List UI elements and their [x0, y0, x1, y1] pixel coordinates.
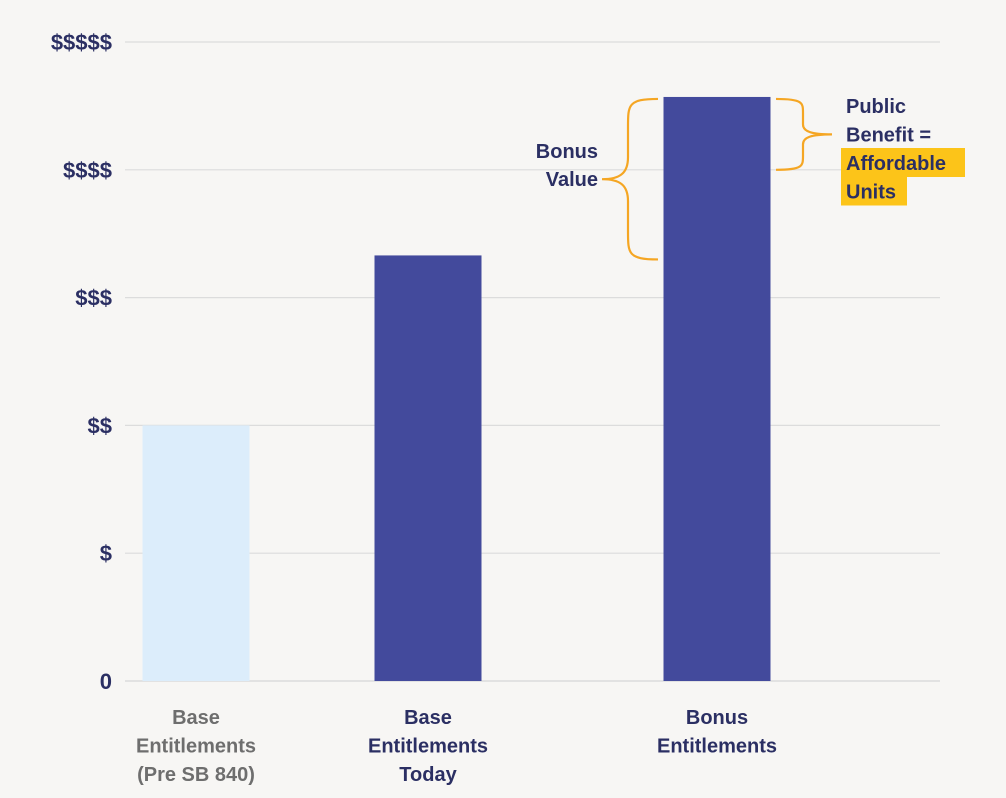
- public-benefit-label: Benefit =: [846, 125, 931, 147]
- bonus-value-brace: [601, 97, 659, 261]
- highlight-box: [841, 148, 965, 177]
- y-tick-label: $$: [88, 413, 112, 438]
- y-tick-label: $$$$$: [51, 30, 112, 55]
- y-tick-label: $$$: [75, 286, 112, 311]
- bonus-value-label: Value: [546, 169, 598, 191]
- x-tick-label: Entitlements: [136, 736, 256, 758]
- x-tick-label: Entitlements: [657, 736, 777, 758]
- y-tick-label: $: [100, 541, 112, 566]
- x-tick-label: Base: [404, 707, 452, 729]
- x-tick-label: Today: [399, 764, 457, 786]
- bar: [663, 96, 771, 682]
- bonus-value-label: Bonus: [536, 141, 598, 163]
- public-benefit-highlight-text: Units: [846, 182, 896, 204]
- x-tick-label: Entitlements: [368, 736, 488, 758]
- y-tick-label: $$$$: [63, 158, 112, 183]
- y-tick-label: 0: [100, 669, 112, 694]
- bar: [142, 425, 250, 681]
- public-benefit-brace: [775, 97, 833, 171]
- public-benefit-highlight-text: Affordable: [846, 153, 946, 175]
- public-benefit-label: Public: [846, 96, 906, 118]
- highlight-box: [841, 176, 907, 206]
- x-tick-label: Bonus: [686, 707, 748, 729]
- bar: [374, 255, 482, 681]
- x-tick-label: (Pre SB 840): [137, 764, 255, 786]
- x-tick-label: Base: [172, 707, 220, 729]
